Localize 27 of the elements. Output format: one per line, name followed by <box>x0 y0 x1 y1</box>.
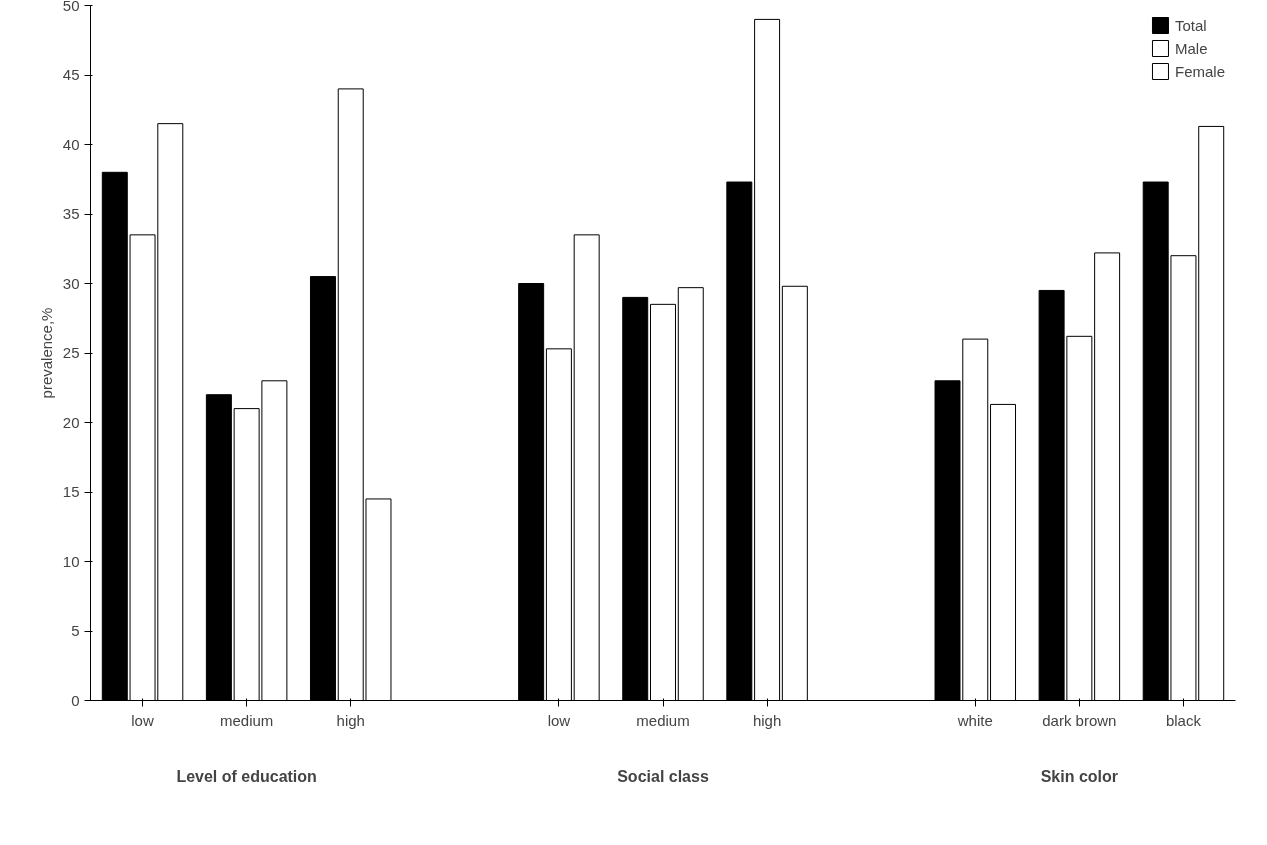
x-tick-label: white <box>956 711 993 729</box>
y-tick-label: 45 <box>62 66 80 83</box>
legend-label: Male <box>1174 39 1208 57</box>
y-tick-label: 35 <box>62 205 80 222</box>
y-tick-label: 20 <box>62 413 80 431</box>
text: Level of education <box>176 767 317 785</box>
x-tick-label: medium <box>636 711 690 729</box>
y-tick-label: 30 <box>62 274 80 292</box>
x-tick-label: low <box>131 711 154 729</box>
x-tick-label: dark brown <box>1042 711 1117 729</box>
y-tick-label: 25 <box>62 344 80 361</box>
y-tick-label: 50 <box>62 0 80 14</box>
legend-label: Female <box>1174 62 1225 80</box>
x-tick-label: black <box>1165 711 1202 729</box>
y-tick-label: 10 <box>62 552 80 570</box>
x-tick-label: high <box>752 711 782 729</box>
x-tick-label: low <box>547 711 571 729</box>
text: Skin color <box>1040 767 1119 785</box>
y-axis-title: prevalence,% <box>37 307 55 399</box>
legend-label: Total <box>1174 16 1207 34</box>
y-tick-label: 15 <box>62 483 80 500</box>
text: Social class <box>617 767 709 785</box>
x-tick-label: medium <box>219 711 274 729</box>
y-tick-label: 0 <box>71 691 80 709</box>
y-tick-label: 40 <box>62 135 80 153</box>
y-tick-label: 5 <box>71 622 80 639</box>
x-tick-label: high <box>336 711 365 729</box>
